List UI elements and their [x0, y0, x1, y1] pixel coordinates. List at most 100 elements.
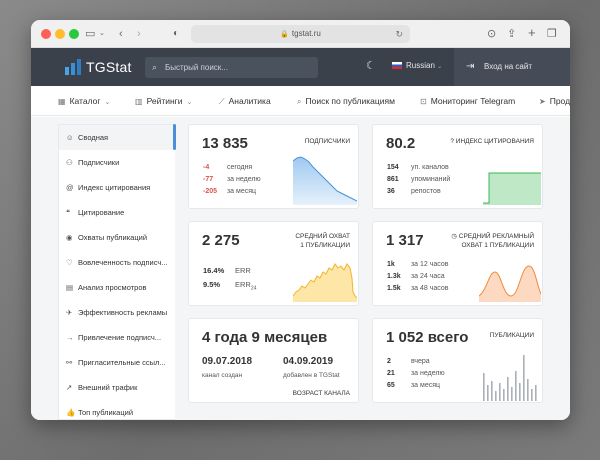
sidebar-scrollbar[interactable]: [173, 124, 176, 150]
share-icon[interactable]: ⇪: [507, 28, 517, 40]
citation-index-card[interactable]: 80.2 ? ИНДЕКС ЦИТИРОВАНИЯ 154 уп. канало…: [372, 124, 543, 209]
citation-row-reposts: 36 репостов: [387, 188, 441, 195]
row-label: за 12 часов: [410, 261, 449, 268]
search-icon: ⌕: [297, 97, 302, 106]
citation-index-sparkline: [483, 172, 541, 205]
browser-window: ▭ ⌄ ‹ › ◐ 🔒 tgstat.ru ↻ ⊙ ⇪ + ❐ TGStat ⌕ …: [31, 20, 570, 420]
nav-label: Мониторинг Telegram: [430, 96, 516, 106]
address-bar[interactable]: 🔒 tgstat.ru ↻: [191, 25, 410, 43]
ad-reach-card[interactable]: 1 317 ◷ СРЕДНИЙ РЕКЛАМНЫЙ ОХВАТ 1 ПУБЛИКА…: [372, 221, 543, 306]
sidebar-toggle-icon[interactable]: ▭: [85, 28, 96, 40]
row-label: за месяц: [410, 382, 441, 389]
back-icon[interactable]: ‹: [119, 28, 123, 40]
nav-label: Каталог: [69, 96, 101, 106]
reach-row-err: 16.4% ERR: [203, 266, 251, 275]
sidebar-item-top-posts[interactable]: 👍 Топ публикаций: [59, 400, 175, 419]
lock-icon: 🔒: [280, 31, 289, 38]
login-button[interactable]: ⇥ Вход на сайт: [454, 48, 570, 86]
nav-ratings[interactable]: ▥ Рейтинги ⌄: [135, 86, 192, 118]
new-tab-icon[interactable]: +: [528, 25, 536, 40]
reload-icon[interactable]: ↻: [395, 29, 403, 39]
posts-bar-chart: [483, 355, 537, 401]
sidebar-item-citations[interactable]: ❝ Цитирование: [59, 200, 175, 225]
quick-search-input[interactable]: ⌕ Быстрый поиск...: [145, 57, 318, 78]
logo-text[interactable]: TGStat: [86, 59, 132, 75]
moon-icon[interactable]: ☾: [366, 60, 376, 72]
tabs-overview-icon[interactable]: ❐: [547, 28, 557, 40]
nav-analytics[interactable]: ⟋ Аналитика: [219, 86, 271, 117]
main-content: ☺ Сводная ⚇ Подписчики @ Индекс цитирования…: [31, 117, 570, 420]
subscribers-caption: ПОДПИСЧИКИ: [304, 138, 350, 145]
minimize-window-button[interactable]: [55, 29, 65, 39]
row-number: -4: [203, 164, 210, 171]
posts-card[interactable]: 1 052 всего ПУБЛИКАЦИИ 2 вчера 21 за нед…: [372, 318, 543, 403]
posts-row-yesterday: 2 вчера: [387, 358, 430, 365]
sidebar-item-views-analysis[interactable]: ▤ Анализ просмотров: [59, 275, 175, 300]
sidebar-item-subscriber-acquisition[interactable]: → Привлечение подписч...: [59, 325, 175, 350]
nav-label: Поиск по публикациям: [305, 96, 395, 106]
heart-icon: ♡: [66, 258, 73, 267]
palette-icon: ☺: [66, 133, 74, 142]
sidebar-item-engagement[interactable]: ♡ Вовлеченность подписч...: [59, 250, 175, 275]
help-icon[interactable]: ?: [450, 138, 454, 145]
average-reach-card[interactable]: 2 275 СРЕДНИЙ ОХВАТ 1 ПУБЛИКАЦИИ 16.4% ERR…: [188, 221, 359, 306]
chevron-down-icon[interactable]: ⌄: [99, 30, 105, 37]
row-label: вчера: [410, 358, 430, 365]
citation-row-channels: 154 уп. каналов: [387, 164, 449, 171]
forward-icon[interactable]: ›: [137, 28, 141, 40]
chevron-down-icon: ⌄: [186, 99, 193, 106]
sidebar-item-label: Индекс цитирования: [78, 183, 151, 192]
maximize-window-button[interactable]: [69, 29, 79, 39]
posts-caption: ПУБЛИКАЦИИ: [489, 332, 534, 339]
ad-reach-row-12h: 1k за 12 часов: [387, 261, 448, 268]
sidebar-item-summary[interactable]: ☺ Сводная: [59, 125, 175, 150]
channel-age-value: 4 года 9 месяцев: [202, 329, 328, 346]
language-label: Russian: [406, 61, 435, 70]
caption-line: 1 ПУБЛИКАЦИИ: [300, 242, 350, 249]
subscribers-row-today: -4 сегодня: [203, 164, 252, 171]
sidebar-item-subscribers[interactable]: ⚇ Подписчики: [59, 150, 175, 175]
ad-reach-caption: ◷ СРЕДНИЙ РЕКЛАМНЫЙ ОХВАТ 1 ПУБЛИКАЦИИ: [451, 232, 534, 250]
row-number: 65: [387, 382, 395, 389]
sidebar-item-ad-efficiency[interactable]: ✈ Эффективность рекламы: [59, 300, 175, 325]
url-text: tgstat.ru: [291, 29, 321, 38]
grid-icon: ▦: [58, 97, 66, 106]
tgstat-logo-icon[interactable]: [64, 58, 82, 76]
language-selector[interactable]: Russian ⌄: [392, 61, 442, 70]
chevron-down-icon: ⌄: [437, 64, 443, 70]
subscribers-card[interactable]: 13 835 ПОДПИСЧИКИ -4 сегодня -77 за неде…: [188, 124, 359, 209]
nav-monitoring[interactable]: ⊡ Мониторинг Telegram: [420, 86, 515, 117]
nav-promo[interactable]: ➤ Прод: [539, 86, 570, 117]
row-label: сегодня: [226, 164, 253, 171]
average-reach-caption: СРЕДНИЙ ОХВАТ 1 ПУБЛИКАЦИИ: [295, 232, 350, 250]
eye-icon: ◉: [66, 233, 73, 242]
shield-icon[interactable]: ◐: [173, 28, 180, 39]
sidebar-item-label: Внешний трафик: [78, 383, 138, 392]
row-label: репостов: [410, 188, 441, 195]
row-label: за 24 часа: [410, 273, 445, 280]
row-label: за месяц: [226, 188, 257, 195]
row-number: 861: [387, 176, 399, 183]
row-label: за 48 часов: [410, 285, 449, 292]
sidebar-item-label: Пригласительные ссыл...: [78, 358, 166, 367]
nav-post-search[interactable]: ⌕ Поиск по публикациям: [297, 86, 395, 117]
sidebar-item-citation-index[interactable]: @ Индекс цитирования: [59, 175, 175, 200]
added-label: добавлен в TGStat: [283, 372, 340, 379]
citation-row-mentions: 861 упоминаний: [387, 176, 450, 183]
download-icon[interactable]: ⊙: [487, 28, 497, 40]
row-number: 154: [387, 164, 399, 171]
channel-age-card[interactable]: 4 года 9 месяцев 09.07.2018 канал создан…: [188, 318, 359, 403]
close-window-button[interactable]: [41, 29, 51, 39]
search-placeholder: Быстрый поиск...: [165, 63, 228, 72]
sidebar-item-external-traffic[interactable]: ↗ Внешний трафик: [59, 375, 175, 400]
login-icon: ⇥: [466, 61, 475, 72]
nav-label: Аналитика: [228, 96, 271, 106]
caption-line: СРЕДНИЙ ОХВАТ: [295, 233, 350, 240]
row-number: 1k: [387, 261, 395, 268]
login-label: Вход на сайт: [484, 62, 532, 71]
clock-icon: ◷: [451, 233, 457, 240]
sidebar-item-invite-links[interactable]: ⚯ Пригласительные ссыл...: [59, 350, 175, 375]
sidebar-item-reach[interactable]: ◉ Охваты публикаций: [59, 225, 175, 250]
row-number: 36: [387, 188, 395, 195]
nav-catalog[interactable]: ▦ Каталог ⌄: [58, 86, 110, 118]
